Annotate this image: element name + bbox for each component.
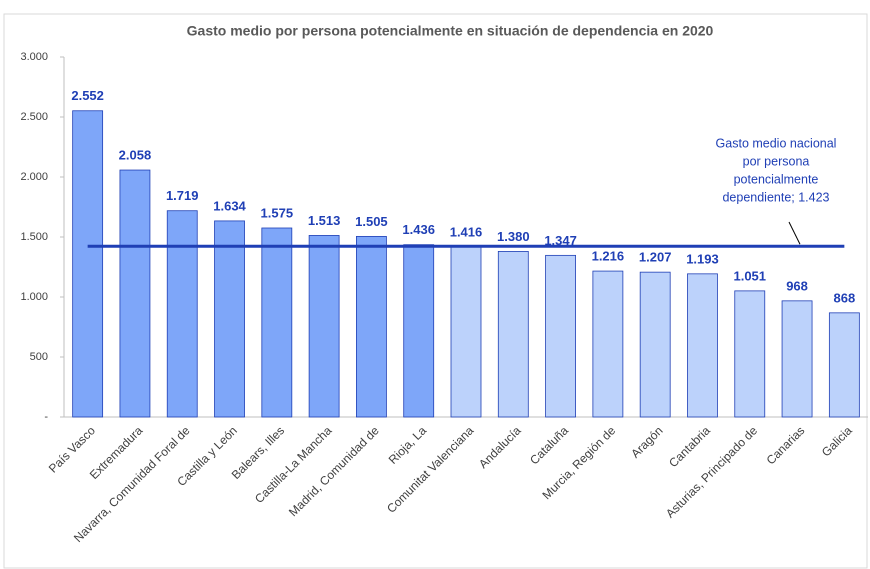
data-label: 1.634 [213,198,246,213]
bar [828,312,860,418]
bar [592,270,624,418]
y-tick-label: 2.500 [20,111,48,123]
leader-line [788,221,801,245]
y-tick-label: 3.000 [20,51,48,63]
data-label: 1.436 [402,222,435,237]
y-tick-label: 500 [30,351,48,363]
reference-label: potencialmente [734,172,819,186]
data-label: 1.193 [686,251,719,266]
bar [497,250,529,418]
bar [356,235,387,418]
bar [166,210,198,418]
bar [403,244,435,418]
y-tick-label: 1.500 [20,231,48,243]
data-label: 1.207 [639,250,672,265]
chart-title: Gasto medio por persona potencialmente e… [187,23,714,39]
reference-label: dependiente; 1.423 [722,190,829,204]
data-label: 1.575 [261,205,294,220]
bar [734,290,766,418]
bar [781,300,813,418]
data-label: 1.347 [544,233,577,248]
bar [72,110,104,418]
bar [261,227,293,418]
bar [119,169,151,418]
data-label: 1.416 [450,225,483,240]
data-label: 1.513 [308,213,341,228]
bar [450,246,482,418]
bar [214,220,245,418]
data-label: 968 [786,278,808,293]
y-tick-label: 1.000 [20,291,48,303]
bar [308,235,340,418]
data-label: 1.505 [355,214,388,229]
reference-label: Gasto medio nacional [716,136,837,150]
y-tick-label: 2.000 [20,171,48,183]
data-label: 1.380 [497,229,530,244]
data-label: 1.216 [592,249,625,264]
data-label: 868 [834,290,856,305]
data-label: 1.719 [166,188,199,203]
data-label: 2.552 [71,88,104,103]
bar [545,254,576,418]
reference-label: por persona [743,154,810,168]
bar [639,271,671,418]
data-label: 2.058 [119,147,152,162]
bar [687,273,718,418]
y-tick-label: - [44,411,48,423]
data-label: 1.051 [733,268,766,283]
